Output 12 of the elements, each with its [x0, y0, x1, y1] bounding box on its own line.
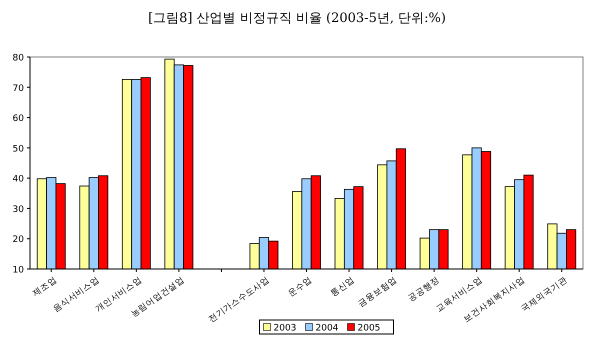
y-tick-label: 30 — [12, 204, 24, 215]
y-tick-label: 40 — [12, 174, 24, 185]
y-tick-label: 80 — [12, 54, 24, 64]
chart-title: [그림8] 산업별 비정규직 비율 (2003-5년, 단위:%) — [148, 11, 446, 26]
legend-label: 2003 — [274, 324, 296, 334]
legend-label: 2005 — [358, 324, 380, 334]
y-tick-label: 20 — [12, 235, 24, 246]
y-tick-label: 50 — [12, 144, 24, 154]
legend-label: 2004 — [316, 324, 339, 334]
y-tick-label: 70 — [12, 84, 24, 94]
y-tick-label: 60 — [12, 114, 24, 124]
y-tick-label: 10 — [12, 266, 24, 276]
